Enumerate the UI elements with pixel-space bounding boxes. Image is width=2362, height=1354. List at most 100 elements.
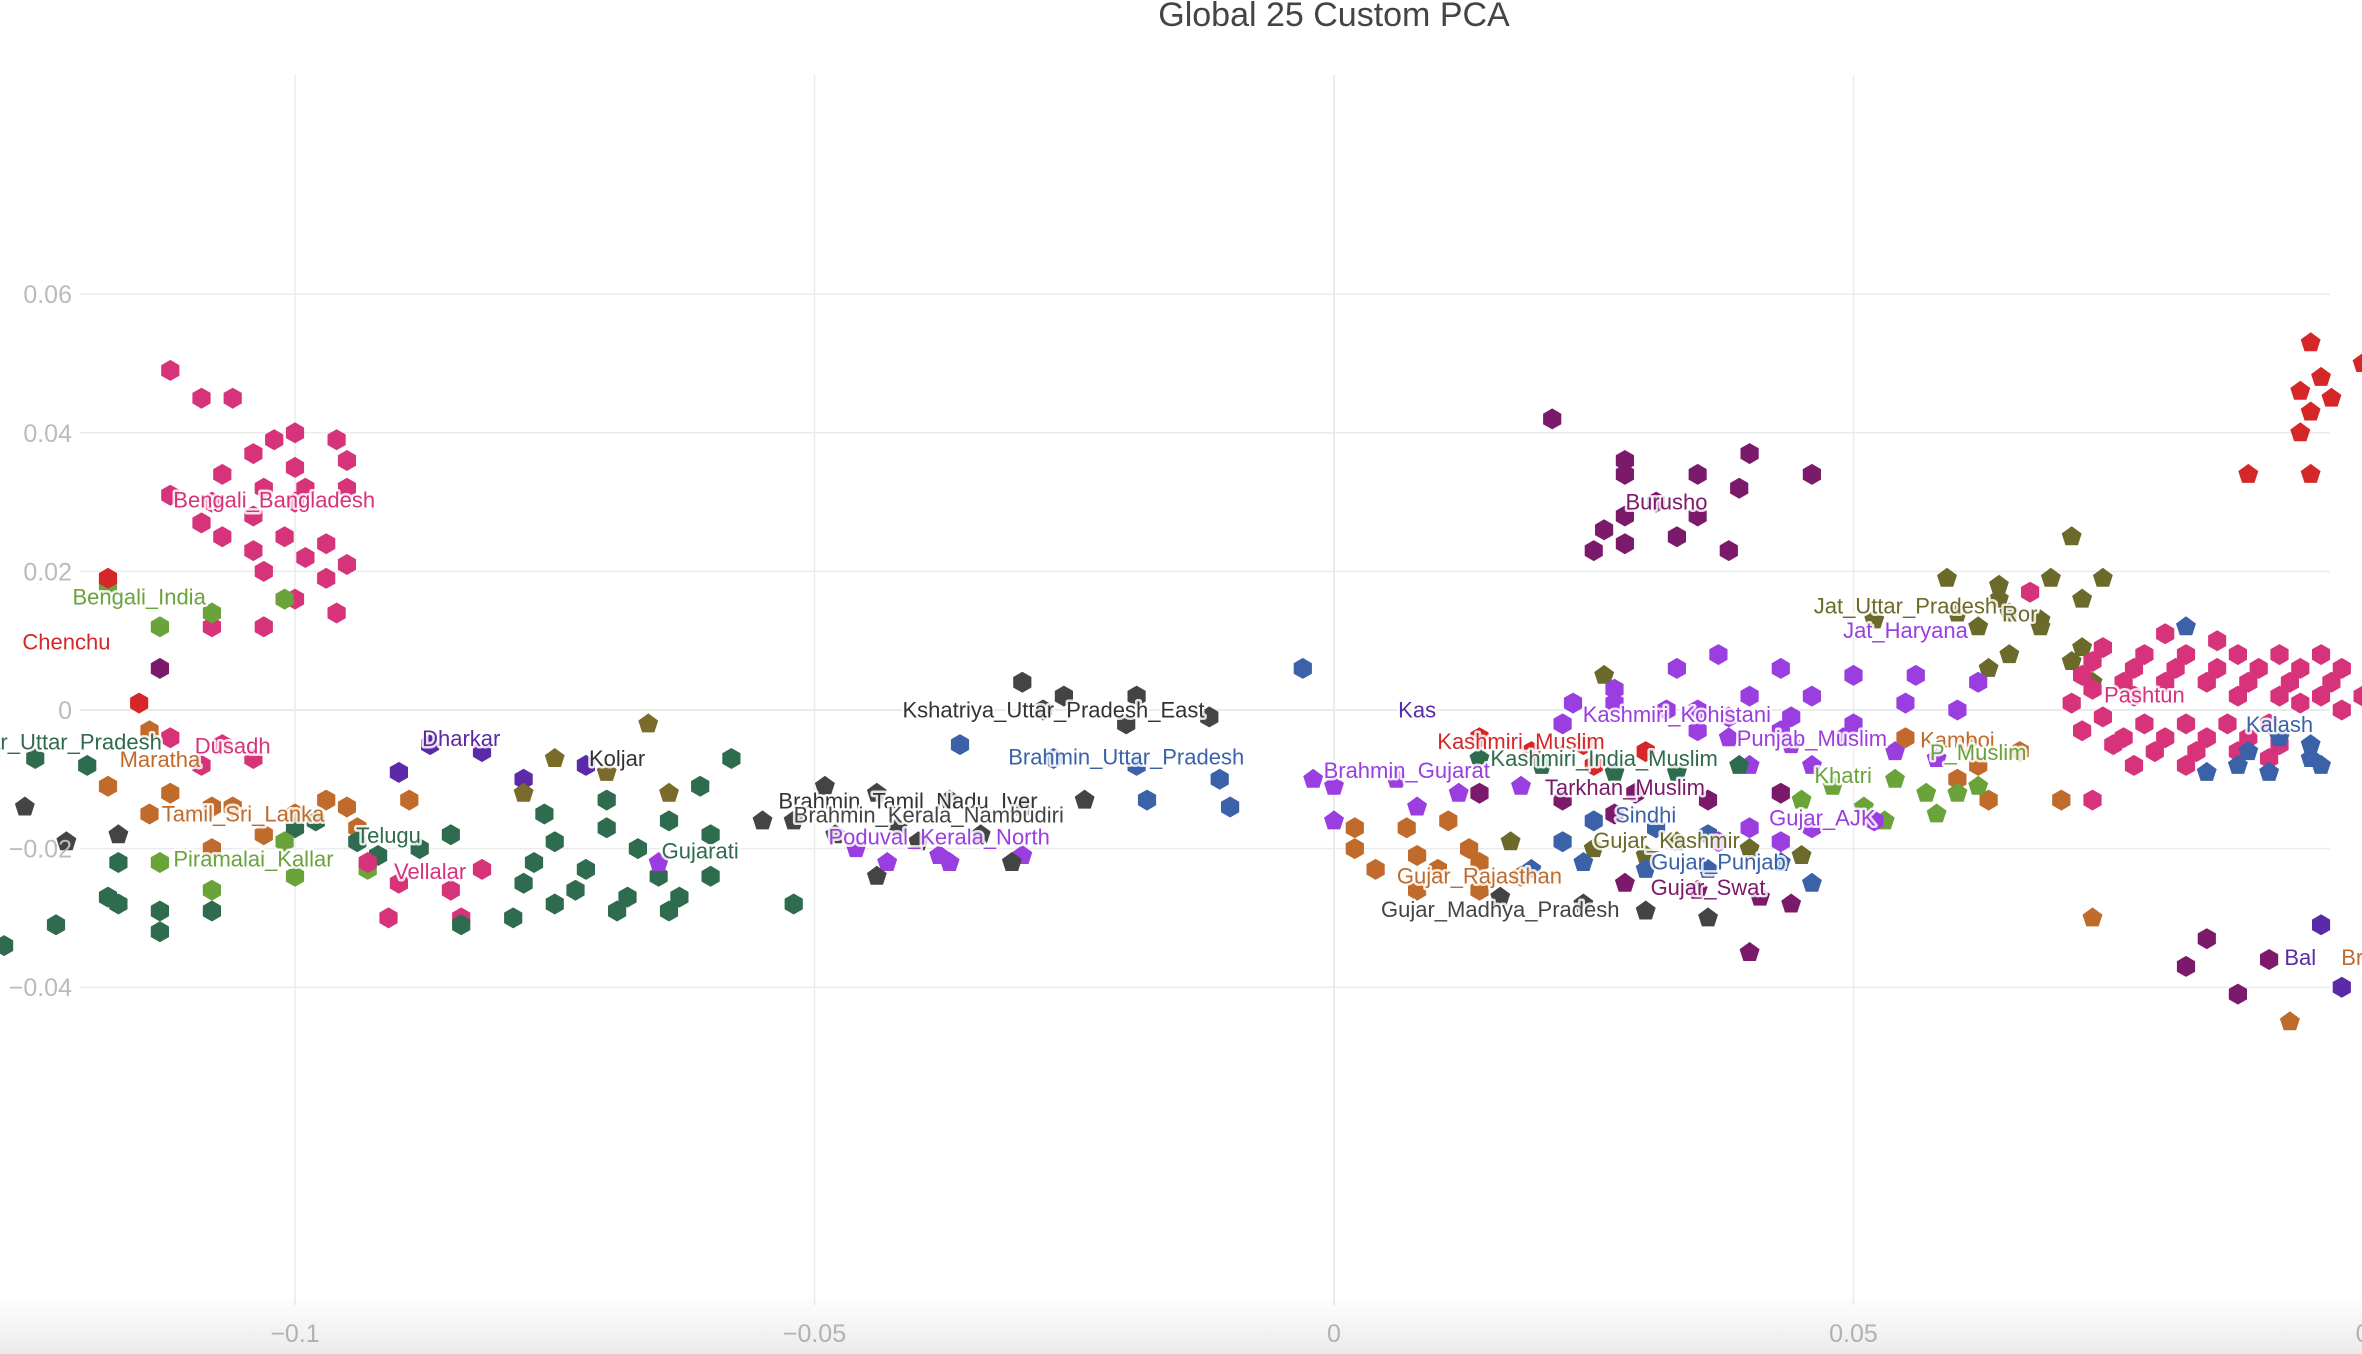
data-point	[1511, 775, 1531, 795]
data-point	[1469, 748, 1490, 767]
data-point	[1584, 754, 1603, 776]
data-point	[1730, 477, 1749, 499]
data-point	[2238, 741, 2259, 761]
data-point	[1885, 768, 1905, 788]
data-point	[545, 831, 564, 853]
data-point	[472, 858, 492, 880]
data-point	[441, 824, 460, 846]
data-point	[2073, 664, 2092, 686]
data-point	[1781, 734, 1802, 754]
data-point	[1802, 685, 1821, 707]
data-point	[1999, 644, 2020, 664]
data-point	[337, 796, 356, 818]
data-point	[576, 858, 595, 880]
data-point	[701, 824, 720, 846]
group-label: Gujarati	[662, 838, 739, 863]
data-point	[2312, 914, 2331, 936]
data-point	[2104, 734, 2123, 756]
data-point	[265, 429, 284, 451]
data-point	[877, 852, 898, 871]
data-point	[1012, 796, 1033, 816]
data-point	[1926, 748, 1947, 767]
data-point	[285, 491, 305, 513]
data-point	[161, 782, 180, 804]
data-point	[1428, 858, 1447, 880]
data-point	[514, 768, 533, 790]
data-point	[2145, 741, 2164, 763]
data-point	[1522, 741, 1541, 763]
data-points	[0, 332, 2362, 1031]
data-point	[691, 775, 710, 797]
data-point	[2156, 623, 2175, 645]
data-point	[244, 505, 263, 527]
data-point	[1397, 817, 1416, 839]
data-point	[1770, 852, 1791, 871]
group-label: Kashmiri_Kohistani	[1583, 702, 1771, 727]
data-point	[939, 852, 960, 871]
data-point	[2270, 644, 2289, 666]
data-point	[213, 463, 232, 485]
data-point	[254, 560, 273, 582]
data-point	[2311, 754, 2331, 774]
series-baluch-misc	[2176, 928, 2279, 1005]
data-point	[1740, 817, 1759, 839]
series-tamil-nadu-general	[0, 852, 221, 957]
group-label: Jat_Haryana	[1843, 618, 1969, 643]
series-bengali-bangladesh	[161, 359, 356, 638]
data-point	[866, 865, 887, 885]
data-point	[244, 443, 263, 465]
data-point	[2114, 671, 2133, 693]
data-point	[1688, 720, 1707, 742]
data-point	[348, 831, 367, 853]
data-point	[109, 852, 128, 873]
data-point	[524, 852, 544, 873]
data-point	[2135, 644, 2154, 666]
data-point	[1687, 879, 1708, 899]
group-label: Chenchu	[22, 630, 110, 655]
data-point	[2291, 657, 2310, 679]
data-point	[1324, 810, 1344, 830]
data-point	[2208, 630, 2227, 652]
group-label: Bal	[2284, 945, 2316, 970]
data-point	[2300, 463, 2321, 483]
group-label: Gujar_Madhya_Pradesh	[1381, 897, 1619, 922]
series-brahmin-gujarat	[1303, 768, 1531, 830]
data-point	[1553, 789, 1572, 811]
data-point	[2124, 657, 2144, 679]
data-point	[1885, 741, 1905, 761]
series-kamboj	[1896, 727, 2071, 811]
data-point	[1937, 567, 1957, 587]
data-point	[1729, 754, 1750, 774]
group-label: Piramalai_Kallar	[173, 847, 333, 872]
data-point	[2197, 671, 2216, 693]
data-point	[317, 567, 336, 589]
series-gujarati	[452, 748, 803, 936]
data-point	[1739, 942, 1760, 961]
data-point	[1947, 602, 1968, 622]
data-point	[866, 782, 887, 802]
data-point	[950, 734, 970, 756]
data-point	[752, 810, 773, 830]
group-label: Tarkhan_Muslim	[1545, 775, 1705, 800]
data-point	[1709, 831, 1728, 853]
data-point	[2208, 657, 2227, 679]
data-point	[2260, 713, 2279, 735]
series-pallan	[78, 754, 97, 776]
data-point	[1470, 852, 1489, 873]
grid-lines	[80, 75, 2330, 1305]
data-point	[2279, 1011, 2300, 1031]
data-point	[608, 900, 627, 922]
group-label: Tamil_Sri_Lanka	[162, 802, 325, 827]
data-point	[1865, 810, 1884, 832]
y-tick-label: −0.02	[9, 836, 72, 864]
group-label: Gujar_Rajasthan	[1397, 863, 1562, 888]
x-tick-label: −0.05	[783, 1320, 846, 1348]
data-point	[1698, 858, 1718, 878]
series-poduval-kerala-north	[648, 838, 1033, 871]
data-point	[2270, 685, 2289, 707]
data-point	[2072, 637, 2093, 657]
data-point	[2176, 644, 2196, 666]
data-point	[1574, 734, 1593, 756]
data-point	[2228, 685, 2247, 707]
